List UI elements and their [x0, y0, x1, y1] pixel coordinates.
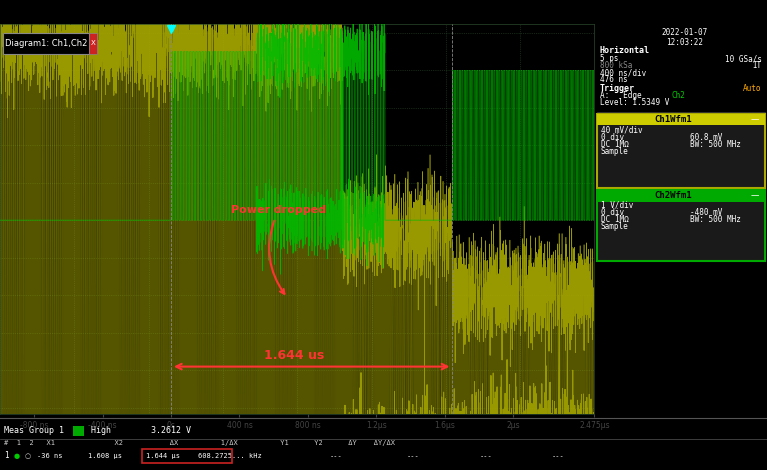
Text: ○: ○ [25, 453, 31, 459]
Text: 12:03:22: 12:03:22 [667, 38, 703, 47]
Text: 400 ns/div: 400 ns/div [600, 68, 646, 77]
Text: DC 1MΩ: DC 1MΩ [601, 215, 628, 224]
Text: #  1  2   X1              X2           ΔX          1/ΔX          Y1      Y2     : # 1 2 X1 X2 ΔX 1/ΔX Y1 Y2 [4, 440, 395, 446]
Text: ---: --- [479, 453, 492, 459]
Text: 608.2725... kHz: 608.2725... kHz [198, 453, 262, 459]
Text: 1.608 μs: 1.608 μs [88, 453, 122, 459]
Text: ---: --- [330, 453, 343, 459]
Text: 800 kSa: 800 kSa [600, 61, 632, 70]
Text: Diagram1: Ch1,Ch2: Diagram1: Ch1,Ch2 [5, 39, 87, 48]
Text: Level: 1.5349 V: Level: 1.5349 V [600, 98, 669, 107]
Text: 0 div: 0 div [601, 208, 624, 217]
Text: Meas Group 1: Meas Group 1 [4, 425, 64, 435]
Text: 1: 1 [4, 451, 8, 461]
Bar [89, 33, 97, 54]
Text: ●: ● [14, 453, 20, 459]
Text: Power dropped: Power dropped [231, 205, 326, 294]
Text: IT: IT [752, 61, 762, 70]
Text: BW: 500 MHz: BW: 500 MHz [690, 215, 741, 224]
Text: 0 div: 0 div [601, 133, 624, 141]
Text: 476 ns: 476 ns [600, 75, 627, 84]
Text: —: — [751, 191, 759, 201]
Text: —: — [751, 115, 759, 124]
Text: Ch1Wfm1: Ch1Wfm1 [654, 115, 693, 124]
Text: -36 ns: -36 ns [37, 453, 62, 459]
Text: 40 mV/div: 40 mV/div [601, 125, 642, 134]
Text: ---: --- [552, 453, 565, 459]
Text: 10 GSa/s: 10 GSa/s [725, 54, 762, 63]
Text: Sample: Sample [601, 147, 628, 156]
Text: 1.644 us: 1.644 us [264, 349, 324, 362]
Text: Ch2: Ch2 [671, 91, 685, 100]
Text: Horizontal: Horizontal [600, 46, 650, 55]
Bar [3, 33, 89, 54]
Text: DC 1MΩ: DC 1MΩ [601, 140, 628, 149]
Text: X: X [91, 40, 95, 46]
Text: ---: --- [407, 453, 420, 459]
Text: Trigger: Trigger [600, 84, 635, 93]
Text: High        3.2612 V: High 3.2612 V [91, 426, 190, 436]
Text: A:   Edge: A: Edge [600, 91, 650, 100]
Text: 60.8 mV: 60.8 mV [690, 133, 723, 141]
Text: Sample: Sample [601, 222, 628, 231]
Text: 1.644 μs: 1.644 μs [146, 453, 179, 459]
Text: Auto: Auto [743, 84, 762, 93]
Text: -480 mV: -480 mV [690, 208, 723, 217]
Text: 1 V/div: 1 V/div [601, 201, 633, 210]
Text: Ch2Wfm1: Ch2Wfm1 [654, 191, 693, 201]
Text: 5 ps: 5 ps [600, 54, 618, 63]
Text: 2022-01-07: 2022-01-07 [662, 28, 708, 38]
Text: BW: 500 MHz: BW: 500 MHz [690, 140, 741, 149]
